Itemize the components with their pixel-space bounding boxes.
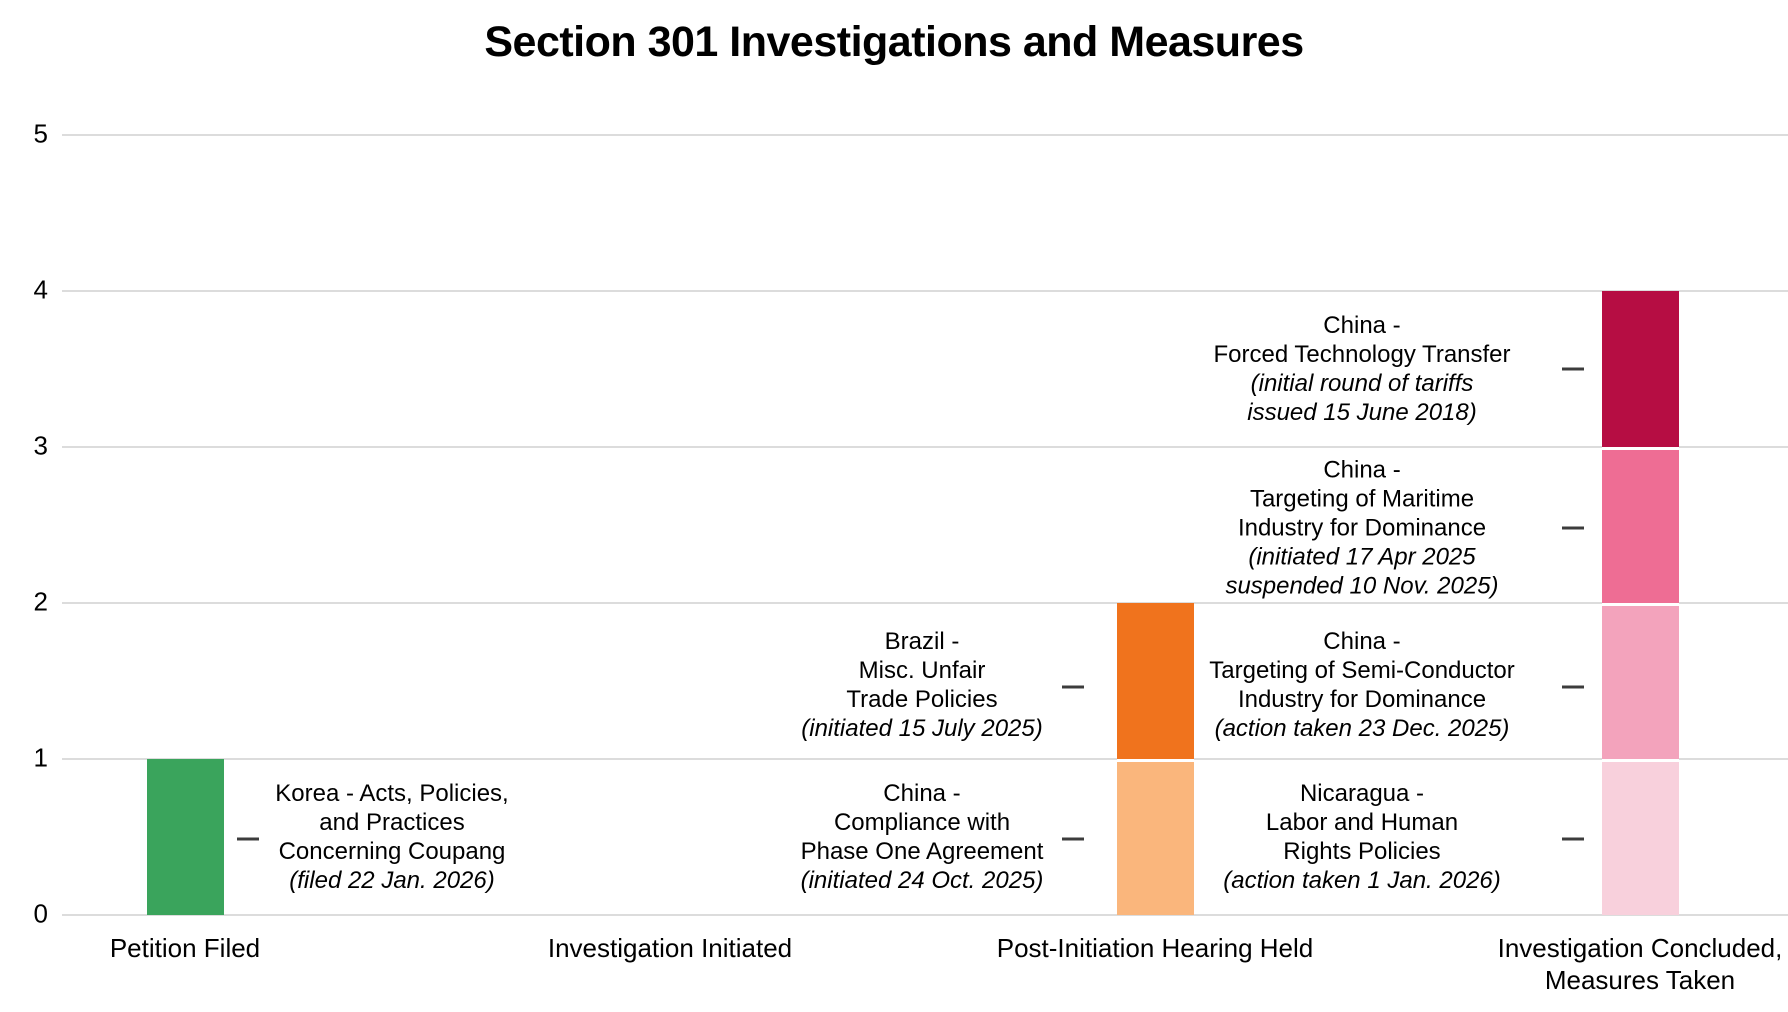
x-label-petition-filed: Petition Filed bbox=[109, 933, 261, 963]
annotation-line: China - bbox=[1323, 456, 1401, 484]
annotation-china-phase-one: China - Compliance with Phase One Agreem… bbox=[801, 779, 1044, 895]
y-tick-5: 5 bbox=[33, 118, 48, 149]
annotation-line: Korea - Acts, Policies, bbox=[275, 780, 509, 807]
annotation-line: Brazil - bbox=[884, 628, 960, 655]
y-tick-0: 0 bbox=[33, 898, 48, 929]
annotation-line: Rights Policies bbox=[1283, 838, 1441, 865]
y-tick-4: 4 bbox=[33, 274, 48, 305]
leader-dash-china-forced-tech bbox=[1562, 367, 1584, 371]
x-label-line: Measures Taken bbox=[1544, 965, 1736, 995]
leader-dash-china-maritime bbox=[1562, 526, 1584, 530]
gridline-y0 bbox=[62, 914, 1788, 916]
bar-segment-korea-coupang bbox=[147, 759, 224, 915]
annotation-line: Industry for Dominance bbox=[1237, 686, 1487, 713]
annotation-note: suspended 10 Nov. 2025) bbox=[1225, 572, 1499, 600]
gridline-y4 bbox=[62, 290, 1788, 292]
x-label-post-initiation-hearing: Post-Initiation Hearing Held bbox=[996, 933, 1314, 963]
gridline-y5 bbox=[62, 134, 1788, 136]
x-label-line: Investigation Concluded, bbox=[1497, 933, 1783, 963]
annotation-line: China - bbox=[1323, 628, 1401, 655]
annotation-line: Targeting of Semi-Conductor bbox=[1209, 657, 1515, 684]
y-tick-1: 1 bbox=[33, 742, 48, 773]
annotation-nicaragua-labor: Nicaragua - Labor and Human Rights Polic… bbox=[1223, 779, 1501, 895]
x-label-investigation-initiated: Investigation Initiated bbox=[547, 933, 793, 963]
annotation-note: (action taken 1 Jan. 2026) bbox=[1223, 867, 1501, 894]
y-tick-3: 3 bbox=[33, 430, 48, 461]
gridline-y1 bbox=[62, 758, 1788, 760]
gridline-y2 bbox=[62, 602, 1788, 604]
leader-dash-korea bbox=[237, 837, 259, 841]
annotation-line: Labor and Human bbox=[1265, 809, 1459, 836]
annotation-line: China - bbox=[1323, 312, 1401, 339]
annotation-note: (initiated 15 July 2025) bbox=[801, 715, 1043, 742]
annotation-line: Concerning Coupang bbox=[278, 838, 506, 865]
bar-segment-brazil-unfair-trade bbox=[1117, 603, 1194, 759]
annotation-line: and Practices bbox=[319, 809, 465, 836]
annotation-note: (initiated 24 Oct. 2025) bbox=[800, 867, 1044, 894]
chart-title: Section 301 Investigations and Measures bbox=[484, 18, 1304, 66]
annotation-note: (initial round of tariffs bbox=[1250, 370, 1474, 397]
annotation-note: (initiated 17 Apr 2025 bbox=[1248, 543, 1476, 571]
y-tick-2: 2 bbox=[33, 586, 48, 617]
annotation-korea-coupang: Korea - Acts, Policies, and Practices Co… bbox=[275, 779, 508, 895]
leader-dash-nicaragua bbox=[1562, 837, 1584, 841]
annotation-line: Phase One Agreement bbox=[800, 838, 1044, 865]
annotation-china-maritime: China - Targeting of Maritime Industry f… bbox=[1225, 456, 1498, 601]
leader-dash-china-semiconductor bbox=[1562, 685, 1584, 689]
bar-segment-nicaragua-labor bbox=[1602, 759, 1679, 915]
annotation-line: Trade Policies bbox=[846, 686, 998, 713]
annotation-line: Targeting of Maritime bbox=[1249, 485, 1475, 513]
bar-segment-china-semiconductor bbox=[1602, 603, 1679, 759]
annotation-brazil-unfair-trade: Brazil - Misc. Unfair Trade Policies (in… bbox=[801, 627, 1042, 743]
gridline-y3 bbox=[62, 446, 1788, 448]
leader-dash-brazil bbox=[1062, 685, 1084, 689]
annotation-note: (action taken 23 Dec. 2025) bbox=[1214, 715, 1510, 742]
annotation-line: Nicaragua - bbox=[1299, 780, 1425, 807]
annotation-china-semiconductor: China - Targeting of Semi-Conductor Indu… bbox=[1209, 627, 1514, 743]
bar-segment-china-forced-tech bbox=[1602, 291, 1679, 447]
annotation-line: Forced Technology Transfer bbox=[1213, 341, 1511, 368]
x-label-investigation-concluded: Investigation Concluded, Measures Taken bbox=[1498, 932, 1783, 996]
annotation-line: Industry for Dominance bbox=[1237, 514, 1487, 542]
annotation-line: China - bbox=[883, 780, 961, 807]
annotation-line: Compliance with bbox=[833, 809, 1011, 836]
annotation-line: Misc. Unfair bbox=[858, 657, 986, 684]
annotation-note: (filed 22 Jan. 2026) bbox=[289, 867, 495, 894]
annotation-china-forced-tech: China - Forced Technology Transfer (init… bbox=[1213, 311, 1510, 427]
bar-segment-china-phase-one bbox=[1117, 759, 1194, 915]
annotation-note: issued 15 June 2018) bbox=[1247, 399, 1477, 426]
bar-segment-china-maritime bbox=[1602, 447, 1679, 603]
leader-dash-china-phase-one bbox=[1062, 837, 1084, 841]
